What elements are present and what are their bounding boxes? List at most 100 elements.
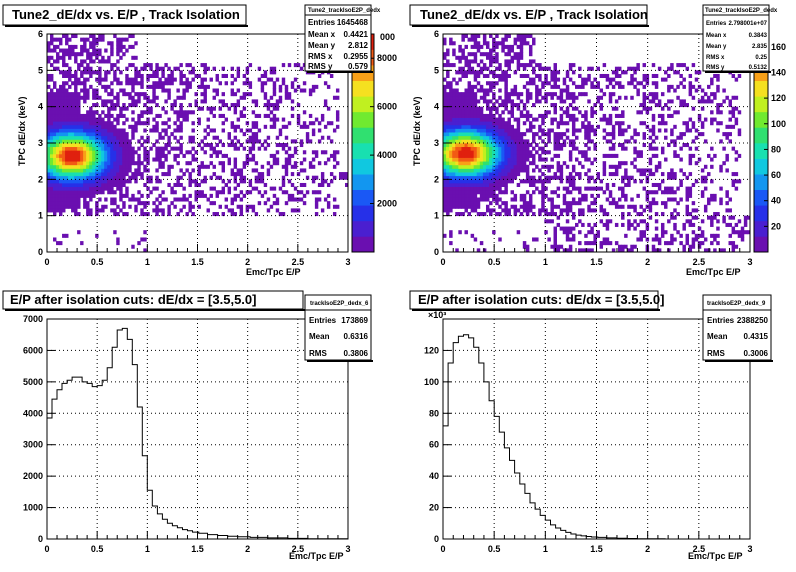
heatmap-cell	[455, 248, 459, 253]
heatmap-cell	[119, 81, 123, 86]
heatmap-cell	[685, 175, 689, 180]
heatmap-cell	[212, 113, 216, 118]
heatmap-cell	[119, 153, 123, 158]
histogram-line	[443, 334, 666, 540]
heatmap-cell	[719, 103, 723, 108]
heatmap-cell	[443, 128, 447, 133]
heatmap-cell	[513, 88, 518, 93]
heatmap-cell	[667, 143, 671, 148]
heatmap-cell	[260, 164, 265, 169]
heatmap-cell	[624, 172, 628, 177]
heatmap-cell	[89, 190, 93, 195]
heatmap-cell	[89, 55, 93, 60]
heatmap-cell	[519, 110, 524, 115]
heatmap-cell	[571, 139, 576, 144]
heatmap-cell	[248, 179, 253, 184]
heatmap-cell	[568, 150, 573, 155]
heatmap-cell	[498, 164, 502, 169]
heatmap-cell	[47, 197, 51, 202]
heatmap-cell	[719, 110, 723, 115]
heatmap-cell	[651, 63, 656, 68]
heatmap-cell	[516, 230, 521, 235]
heatmap-cell	[56, 146, 60, 151]
heatmap-cell	[146, 110, 150, 115]
heatmap-cell	[50, 204, 54, 209]
heatmap-cell	[140, 175, 144, 180]
heatmap-cell	[657, 113, 662, 118]
heatmap-cell	[489, 143, 493, 148]
heatmap-cell	[200, 99, 204, 104]
stats-label: Mean	[707, 332, 728, 341]
heatmap-cell	[344, 182, 349, 187]
heatmap-cell	[176, 212, 180, 217]
heatmap-cell	[694, 161, 699, 166]
heatmap-cell	[137, 168, 141, 173]
heatmap-cell	[104, 73, 108, 78]
heatmap-cell	[50, 63, 54, 68]
heatmap-cell	[584, 81, 588, 86]
heatmap-cell	[688, 146, 693, 151]
heatmap-cell	[59, 153, 63, 158]
heatmap-cell	[559, 175, 564, 180]
heatmap-cell	[128, 139, 132, 144]
heatmap-cell	[257, 172, 262, 177]
heatmap-cell	[134, 81, 138, 86]
heatmap-cell	[464, 230, 468, 235]
heatmap-cell	[167, 95, 171, 100]
heatmap-cell	[467, 204, 472, 209]
heatmap-cell	[305, 175, 310, 180]
heatmap-cell	[519, 34, 524, 39]
heatmap-cell	[212, 186, 216, 191]
heatmap-cell	[688, 117, 693, 122]
heatmap-cell	[194, 103, 198, 108]
heatmap-cell	[550, 117, 554, 122]
heatmap-cell	[648, 204, 653, 209]
heatmap-cell	[654, 182, 659, 187]
heatmap-cell	[110, 201, 114, 206]
heatmap-cell	[464, 117, 468, 122]
heatmap-cell	[446, 59, 450, 64]
heatmap-cell	[242, 179, 247, 184]
heatmap-cell	[571, 95, 576, 100]
heatmap-cell	[470, 172, 475, 177]
heatmap-cell	[590, 208, 594, 213]
heatmap-cell	[553, 103, 557, 108]
heatmap-cell	[507, 52, 511, 57]
heatmap-cell	[110, 164, 114, 169]
heatmap-cell	[676, 212, 680, 217]
heatmap-cell	[80, 48, 84, 53]
y-tick-label: 2	[434, 174, 439, 184]
heatmap-cell	[476, 113, 481, 118]
heatmap-cell	[248, 92, 253, 97]
heatmap-cell	[143, 248, 147, 253]
heatmap-cell	[492, 190, 496, 195]
heatmap-cell	[581, 193, 585, 198]
heatmap-cell	[458, 44, 462, 49]
heatmap-cell	[528, 150, 533, 155]
heatmap-cell	[182, 95, 186, 100]
heatmap-cell	[571, 215, 576, 220]
heatmap-cell	[68, 52, 72, 57]
heatmap-cell	[485, 208, 490, 213]
heatmap-cell	[71, 208, 75, 213]
heatmap-cell	[584, 117, 588, 122]
heatmap-cell	[575, 157, 579, 162]
heatmap-cell	[522, 208, 527, 213]
heatmap-cell	[149, 106, 153, 111]
heatmap-cell	[266, 113, 271, 118]
heatmap-cell	[119, 128, 123, 133]
heatmap-cell	[182, 88, 186, 93]
heatmap-cell	[470, 92, 475, 97]
heatmap-cell	[504, 204, 508, 209]
stats-label: Entries	[308, 18, 336, 27]
heatmap-cell	[278, 212, 283, 217]
heatmap-cell	[642, 84, 647, 89]
heatmap-cell	[269, 153, 274, 158]
heatmap-cell	[194, 99, 198, 104]
heatmap-cell	[47, 99, 51, 104]
heatmap-cell	[553, 172, 557, 177]
heatmap-cell	[146, 150, 150, 155]
heatmap-cell	[593, 146, 597, 151]
heatmap-cell	[155, 73, 159, 78]
heatmap-cell	[716, 77, 720, 82]
